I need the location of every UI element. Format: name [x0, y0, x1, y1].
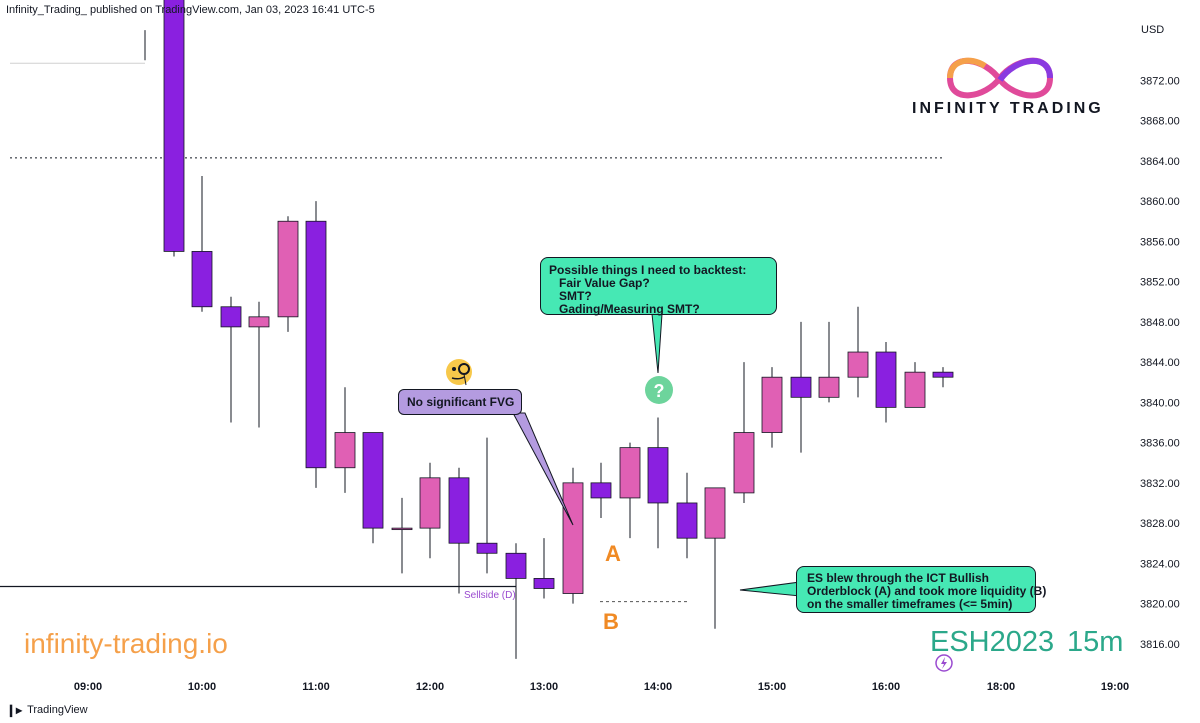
y-tick-label: 3848.00	[1140, 317, 1180, 329]
bullish-candle	[704, 487, 726, 539]
y-tick-label: 3864.00	[1140, 156, 1180, 168]
bearish-candle	[163, 0, 185, 252]
x-tick-label: 12:00	[416, 681, 444, 693]
bearish-candle	[448, 477, 470, 544]
bullish-candle	[904, 371, 926, 408]
y-tick-label: 3832.00	[1140, 478, 1180, 490]
bearish-candle	[590, 482, 612, 499]
bullish-candle	[277, 220, 299, 318]
bearish-candle	[362, 432, 384, 529]
x-tick-label: 15:00	[758, 681, 786, 693]
y-tick-label: 3860.00	[1140, 196, 1180, 208]
x-tick-label: 09:00	[74, 681, 102, 693]
fvg-note-bubble: No significant FVG	[398, 389, 522, 415]
x-tick-label: 14:00	[644, 681, 672, 693]
bullish-candle	[619, 447, 641, 499]
bearish-candle	[476, 542, 498, 554]
x-tick-label: 11:00	[302, 681, 330, 693]
symbol-watermark: ESH2023	[930, 626, 1055, 658]
y-axis[interactable]: 3872.00 3868.00 3864.00 3860.00 3856.00 3852.…	[1140, 75, 1180, 650]
bearish-candle	[790, 376, 812, 398]
tradingview-footer[interactable]: ❙▸ TradingView	[6, 703, 88, 717]
bearish-candle	[220, 306, 242, 328]
bullish-candle	[761, 376, 783, 433]
x-tick-label: 16:00	[872, 681, 900, 693]
bullish-candle	[248, 316, 270, 328]
infinity-logo	[946, 57, 1054, 99]
sellside-label: Sellside (D)	[464, 590, 516, 601]
x-tick-label: 10:00	[188, 681, 216, 693]
bearish-candle	[932, 371, 954, 378]
label-b: B	[603, 609, 619, 634]
y-tick-label: 3852.00	[1140, 277, 1180, 289]
x-tick-label: 19:00	[1101, 681, 1129, 693]
y-tick-label: 3868.00	[1140, 116, 1180, 128]
bullish-candle	[847, 351, 869, 378]
fvg-bubble-tail	[512, 412, 574, 526]
bearish-candle	[875, 351, 897, 408]
question-mark-icon: ?	[645, 376, 673, 404]
y-tick-label: 3872.00	[1140, 75, 1180, 87]
bearish-candle	[305, 220, 327, 469]
x-tick-label: 18:00	[987, 681, 1015, 693]
y-tick-label: 3836.00	[1140, 438, 1180, 450]
bullish-candle	[391, 527, 413, 531]
monocle-face-emoji-icon	[446, 359, 472, 386]
lightning-icon[interactable]	[935, 654, 953, 672]
chart-attribution: Infinity_Trading_ published on TradingVi…	[6, 4, 375, 16]
bearish-candle	[647, 447, 669, 504]
bearish-candle	[676, 502, 698, 539]
label-a: A	[605, 541, 621, 566]
brand-wordmark: INFINITY TRADING	[912, 100, 1104, 117]
backtest-bubble-tail	[651, 313, 663, 374]
tradingview-brand: TradingView	[27, 704, 88, 716]
svg-text:?: ?	[654, 381, 665, 401]
bullish-candle	[334, 432, 356, 469]
y-tick-label: 3828.00	[1140, 518, 1180, 530]
bullish-candle	[562, 482, 584, 594]
currency-label: USD	[1141, 24, 1165, 36]
es-note-bubble: ES blew through the ICT Bullish Orderblo…	[796, 566, 1046, 613]
y-tick-label: 3820.00	[1140, 599, 1180, 611]
bullish-candle	[733, 432, 755, 494]
candles	[144, 0, 954, 659]
y-tick-label: 3856.00	[1140, 236, 1180, 248]
x-tick-label: 13:00	[530, 681, 558, 693]
timeframe-watermark: 15m	[1067, 626, 1124, 658]
site-watermark: infinity-trading.io	[24, 628, 228, 659]
y-tick-label: 3840.00	[1140, 397, 1180, 409]
bearish-candle	[191, 251, 213, 308]
y-tick-label: 3844.00	[1140, 357, 1180, 369]
bearish-candle	[505, 552, 527, 579]
callout-pointers: ?	[446, 57, 1054, 672]
bullish-candle	[419, 477, 441, 529]
price-levels	[0, 62, 944, 603]
bullish-candle	[818, 376, 840, 398]
y-tick-label: 3816.00	[1140, 639, 1180, 651]
tradingview-logo-icon: ❙▸	[6, 703, 23, 717]
y-tick-label: 3824.00	[1140, 558, 1180, 570]
backtest-note-bubble: Possible things I need to backtest: Fair…	[540, 257, 777, 316]
es-bubble-tail	[739, 581, 801, 597]
x-axis[interactable]: 09:00 10:00 11:00 12:00 13:00 14:00 15:00 16:00…	[74, 681, 1129, 693]
bearish-candle	[533, 578, 555, 589]
